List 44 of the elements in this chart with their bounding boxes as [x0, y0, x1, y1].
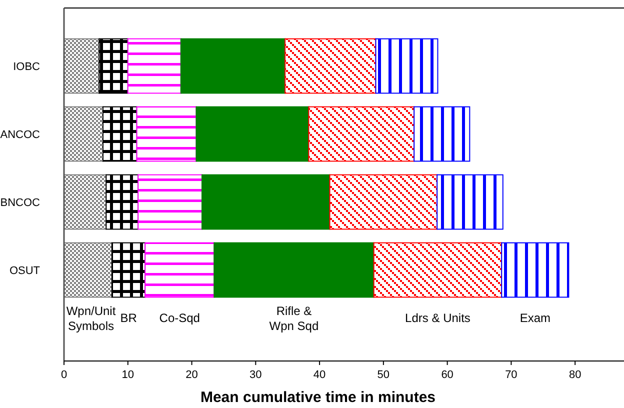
x-tick-label: 10	[122, 369, 134, 381]
series-label: Ldrs & Units	[405, 311, 470, 325]
bar	[106, 174, 139, 230]
bar	[201, 174, 330, 230]
bar	[98, 38, 128, 94]
x-tick-label: 40	[313, 369, 326, 381]
bar	[64, 174, 107, 230]
bar	[373, 242, 502, 298]
bar	[64, 106, 104, 162]
x-axis-title: Mean cumulative time in minutes	[200, 389, 436, 406]
series-label: Exam	[520, 311, 550, 325]
x-tick-label: 70	[505, 369, 518, 381]
bar	[144, 242, 215, 298]
bar	[436, 174, 504, 230]
x-tick-label: 0	[60, 369, 68, 381]
bar	[111, 242, 146, 298]
bar	[501, 242, 570, 298]
y-tick-label: IOBC	[13, 61, 40, 73]
bar	[127, 38, 182, 94]
series-label: Rifle & Wpn Sqd	[269, 304, 319, 333]
bar	[138, 174, 202, 230]
bar	[414, 106, 470, 162]
x-tick-label: 30	[250, 369, 262, 381]
y-tick-label: OSUT	[9, 265, 40, 277]
bar	[64, 242, 112, 298]
x-tick-label: 60	[441, 369, 454, 381]
x-tick-label: 20	[186, 369, 198, 381]
bar	[329, 174, 438, 230]
series-label: Co-Sqd	[159, 311, 200, 325]
x-tick-label: 50	[377, 369, 390, 381]
bar	[136, 106, 197, 162]
bar	[308, 106, 415, 162]
bar	[284, 38, 376, 94]
bar	[102, 106, 138, 162]
x-tick-label: 80	[568, 369, 582, 381]
bar	[214, 242, 374, 298]
bar	[180, 38, 286, 94]
y-tick-label: BNCOC	[0, 197, 40, 209]
series-label: BR	[120, 311, 138, 325]
series-label: Wpn/Unit Symbols	[66, 304, 116, 333]
bar	[375, 38, 438, 94]
y-tick-label: ANCOC	[0, 129, 40, 141]
bar	[64, 38, 100, 94]
bar	[196, 106, 310, 162]
